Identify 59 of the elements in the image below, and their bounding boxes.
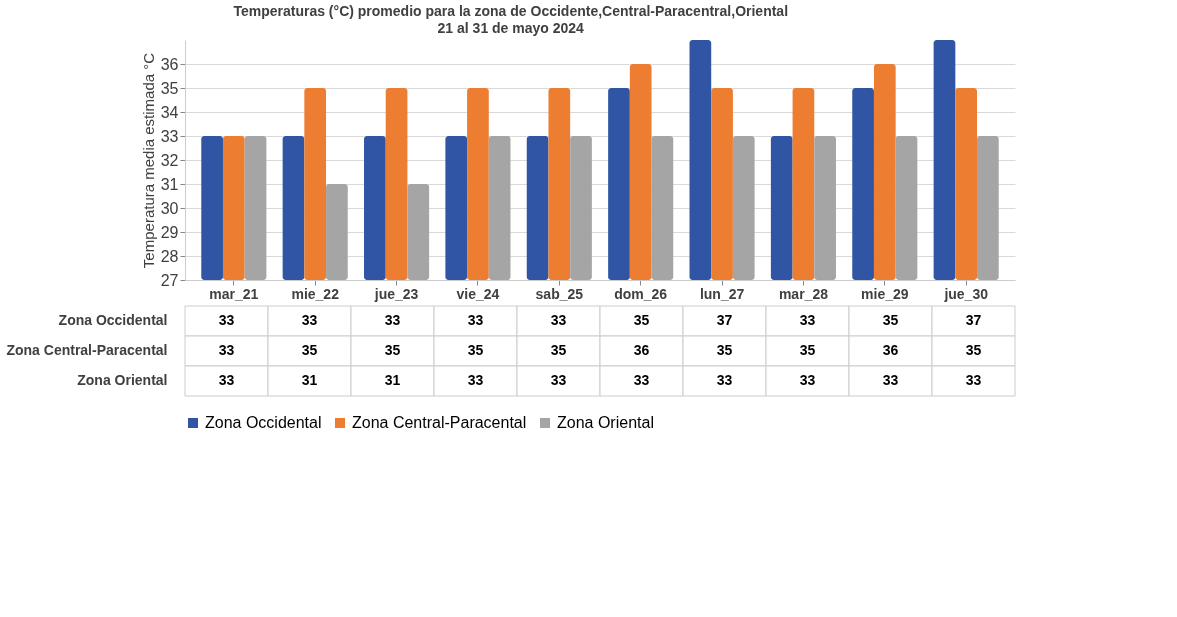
legend-label: Zona Oriental (557, 414, 654, 431)
y-tick-label: 30 (160, 199, 179, 217)
y-tick-label: 31 (160, 175, 179, 193)
x-tick-label: sab_25 (535, 285, 584, 302)
data-label: 33 (218, 312, 235, 328)
data-label: 33 (384, 312, 401, 328)
x-tick-label: mar_21 (209, 285, 259, 302)
y-axis-title: Temperatura media estimada °C (139, 52, 157, 269)
data-label: 36 (882, 342, 899, 358)
data-label: 35 (965, 342, 982, 358)
data-label: 33 (799, 372, 816, 388)
data-label: 35 (633, 312, 650, 328)
x-tick-label: lun_27 (699, 285, 745, 302)
y-tick-label: 33 (160, 127, 179, 145)
x-tick-label: dom_26 (614, 285, 668, 302)
y-tick-label: 36 (160, 55, 179, 73)
legend-label: Zona Occidental (205, 414, 322, 431)
data-label: 35 (384, 342, 401, 358)
data-label: 37 (965, 312, 982, 328)
chart-title: Temperaturas (°C) promedio para la zona de Occidente,Central-Paracentral,Oriental (233, 3, 789, 19)
data-label: 31 (301, 372, 318, 388)
chart-subtitle: 21 al 31 de mayo 2024 (437, 20, 585, 36)
data-label: 33 (467, 372, 484, 388)
legend-label: Zona Central-Paracental (352, 414, 527, 431)
x-tick-label: vie_24 (456, 285, 500, 302)
data-label: 35 (301, 342, 318, 358)
y-tick-label: 32 (160, 151, 179, 169)
data-label: 33 (218, 342, 235, 358)
data-label: 35 (882, 312, 899, 328)
y-tick-label: 29 (160, 223, 179, 241)
text: Zona Oriental (77, 372, 168, 388)
data-label: 33 (467, 312, 484, 328)
data-label: 33 (882, 372, 899, 388)
y-tick-label: 35 (160, 79, 179, 97)
data-label: 33 (633, 372, 650, 388)
data-label: 35 (799, 342, 816, 358)
x-tick-label: mar_28 (778, 285, 829, 302)
x-tick-label: mie_29 (861, 285, 909, 302)
y-tick-label: 34 (160, 103, 179, 121)
data-label: 37 (716, 312, 733, 328)
data-label: 33 (550, 312, 567, 328)
data-label: 31 (384, 372, 401, 388)
data-label: 35 (467, 342, 484, 358)
data-label: 33 (550, 372, 567, 388)
y-tick-label: 28 (160, 247, 179, 265)
data-label: 35 (550, 342, 567, 358)
data-label: 33 (716, 372, 733, 388)
data-label: 35 (716, 342, 733, 358)
data-label: 33 (965, 372, 982, 388)
y-tick-label: 27 (160, 271, 179, 289)
x-tick-label: jue_23 (373, 285, 419, 302)
data-label: 36 (633, 342, 650, 358)
data-label: 33 (301, 312, 318, 328)
data-label: 33 (218, 372, 235, 388)
text: Zona Central-Paracental (6, 342, 168, 358)
text: Zona Occidental (58, 312, 168, 328)
data-label: 33 (799, 312, 816, 328)
x-tick-label: jue_30 (943, 285, 989, 302)
x-tick-label: mie_22 (291, 285, 340, 302)
